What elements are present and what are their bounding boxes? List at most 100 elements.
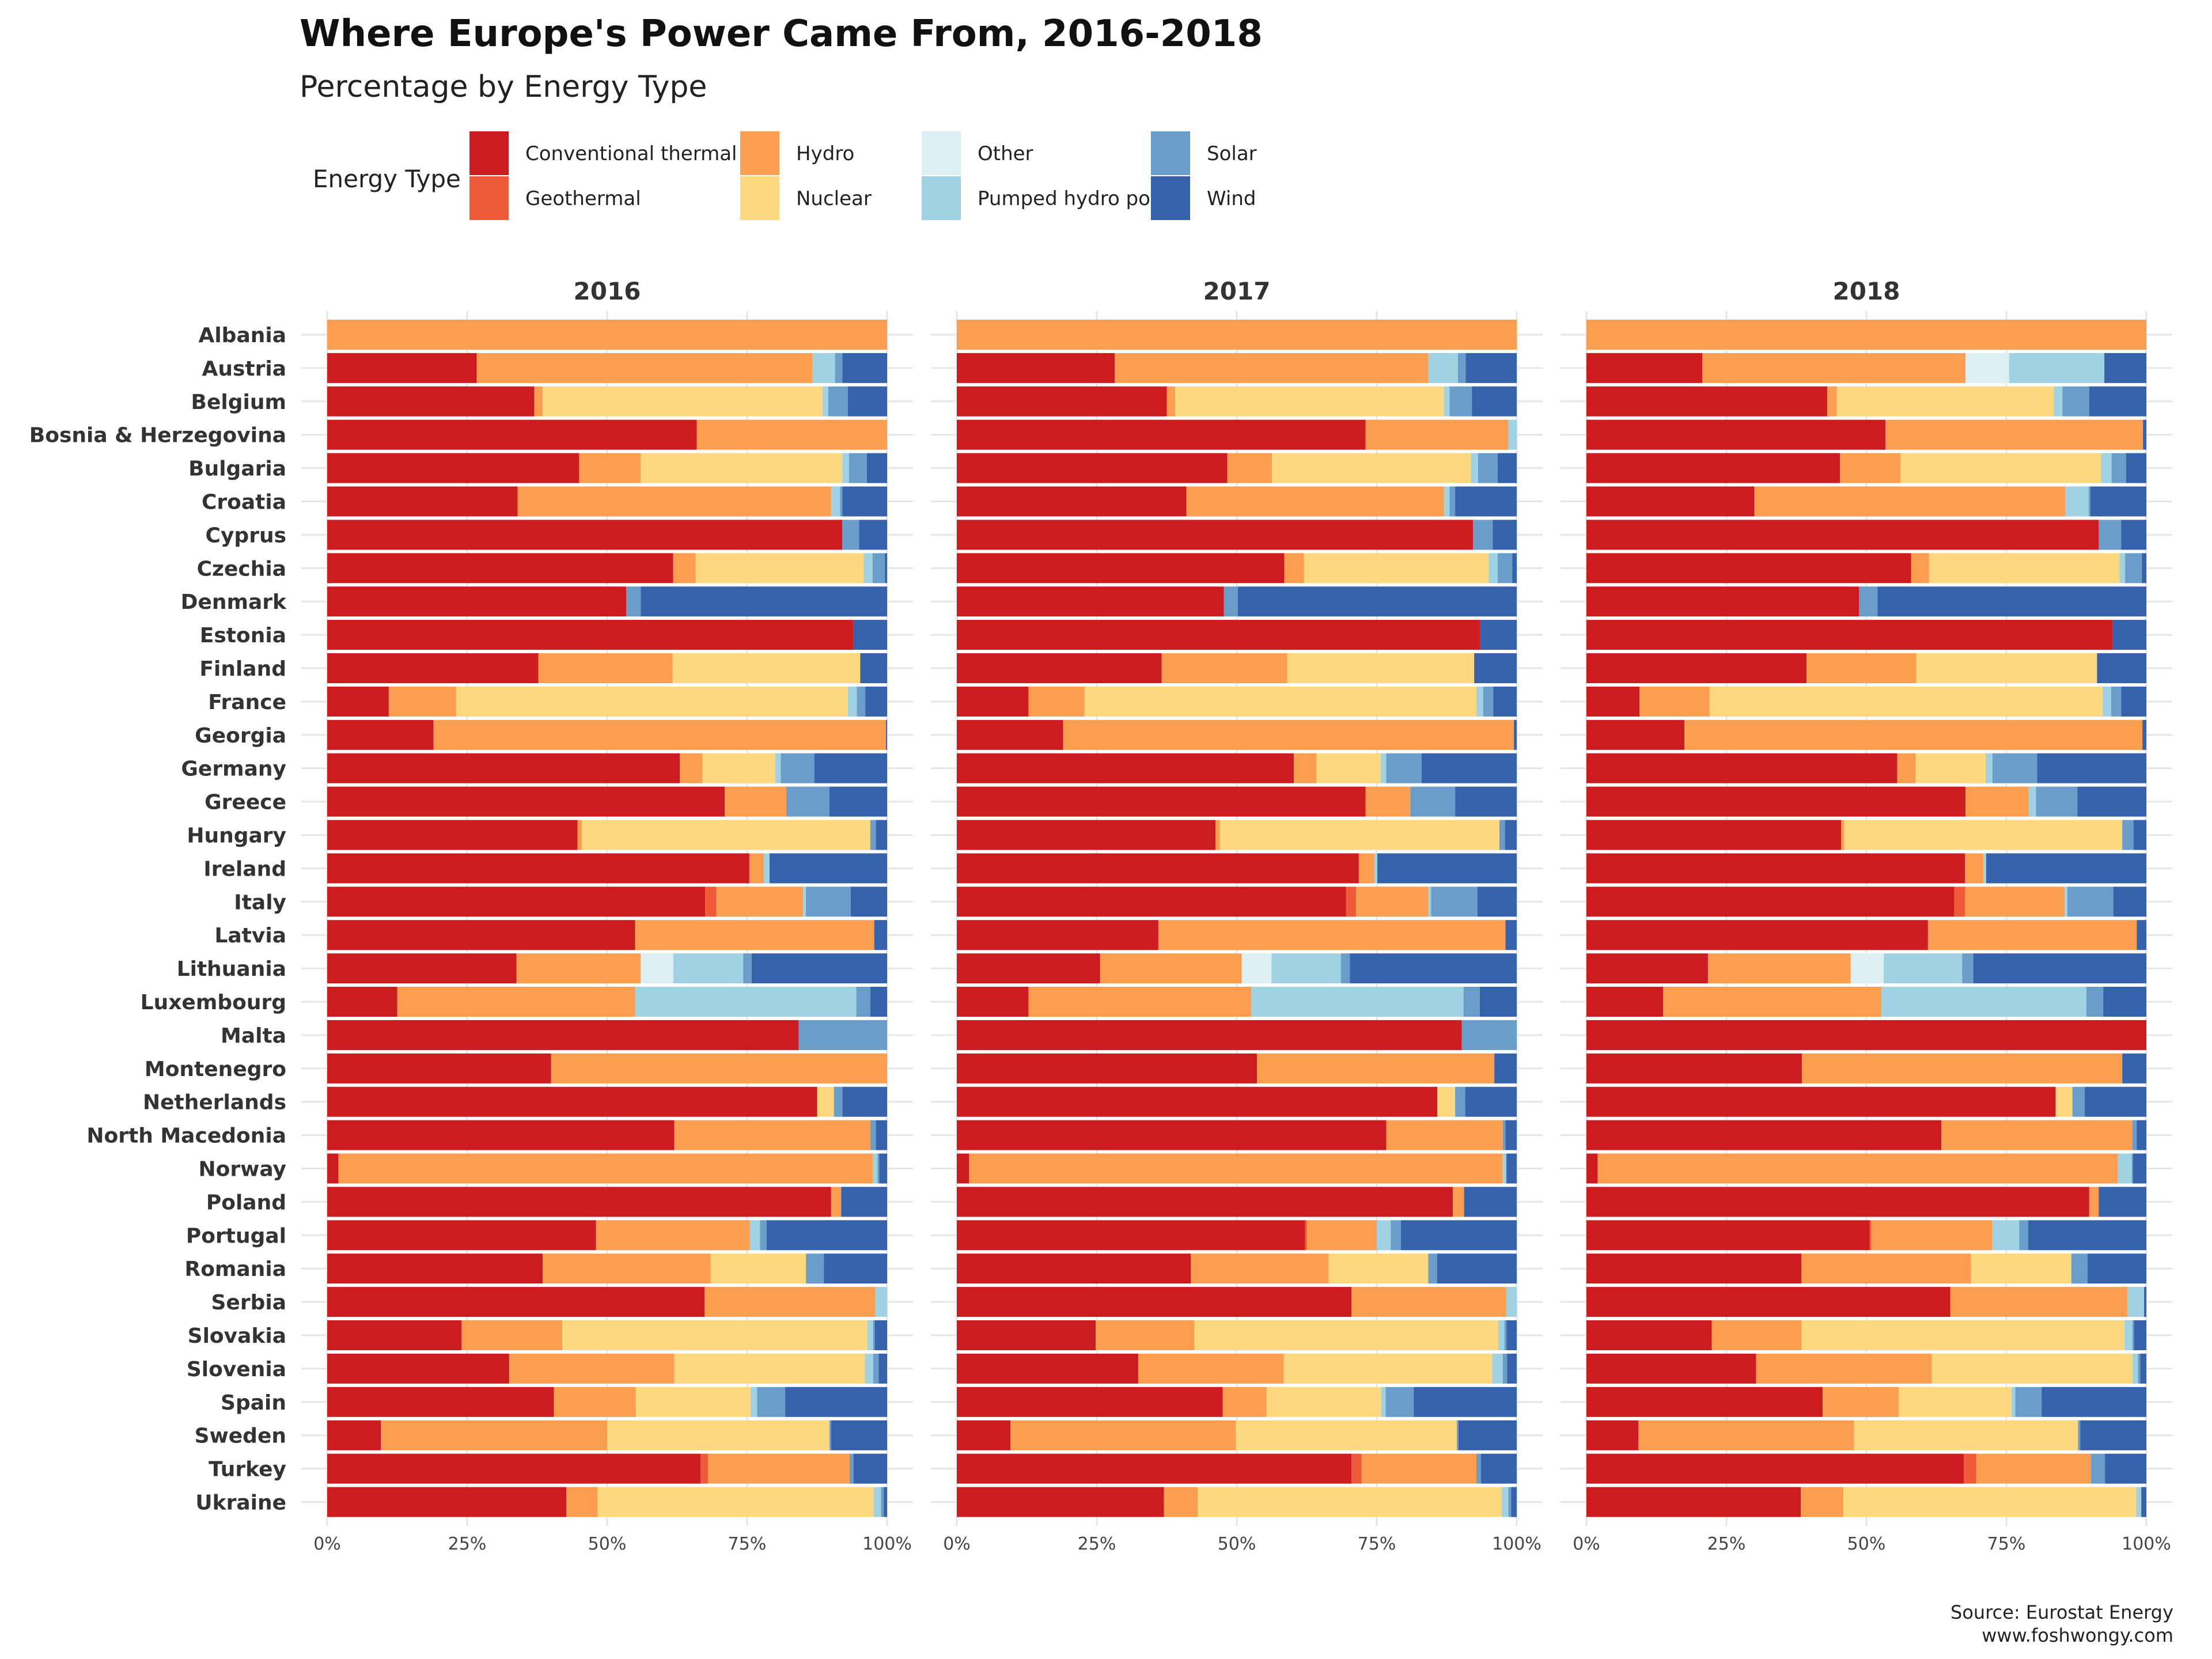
bar-segment-wind [1505, 820, 1517, 850]
bar-segment-conventional-thermal [327, 1086, 817, 1117]
bar-segment-conventional-thermal [957, 353, 1115, 383]
bar-latvia [1586, 920, 2146, 950]
bar-segment-solar [760, 1220, 767, 1251]
bar-austria [1586, 353, 2146, 383]
bar-segment-pumped-hydro-power [2011, 1387, 2016, 1417]
bar-segment-hydro [1365, 786, 1411, 817]
bar-luxembourg [957, 987, 1517, 1017]
bar-segment-conventional-thermal [1586, 953, 1708, 984]
bar-segment-wind [2142, 553, 2146, 584]
bar-segment-hydro [579, 453, 641, 483]
bar-sweden [1586, 1420, 2146, 1450]
bar-segment-solar [835, 353, 843, 383]
x-tick-label: 50% [588, 1534, 627, 1554]
bar-segment-pumped-hydro-power [867, 1320, 873, 1350]
bar-segment-pumped-hydro-power [2103, 686, 2111, 717]
bar-segment-pumped-hydro-power [1377, 1220, 1391, 1251]
x-axis-ticks: 0% 25% 50% 75% 100% [1573, 1534, 2171, 1554]
bar-montenegro [1586, 1053, 2146, 1084]
bar-segment-conventional-thermal [1586, 1253, 1802, 1284]
bar-segment-solar [1473, 520, 1493, 550]
bar-segment-solar [2015, 1387, 2042, 1417]
bar-segment-wind [829, 786, 887, 817]
bar-segment-hydro [1358, 853, 1375, 884]
bar-segment-wind [874, 1320, 887, 1350]
bar-bulgaria [327, 453, 887, 483]
bar-segment-hydro [749, 853, 764, 884]
bar-segment-hydro [1885, 419, 2143, 450]
bar-segment-wind [876, 1120, 887, 1150]
bar-segment-wind [1505, 1120, 1517, 1150]
bar-segment-wind [2126, 453, 2146, 483]
bar-latvia [957, 920, 1517, 950]
bar-turkey [1586, 1453, 2146, 1484]
bar-segment-wind [842, 486, 887, 517]
bar-segment-nuclear [1900, 453, 2101, 483]
bar-segment-solar [2138, 1353, 2141, 1384]
bar-segment-wind [1350, 953, 1517, 984]
bar-portugal [327, 1220, 887, 1251]
bar-segment-wind [2090, 486, 2146, 517]
bar-segment-conventional-thermal [957, 1220, 1305, 1251]
bar-luxembourg [1586, 987, 2146, 1017]
bar-segment-solar [1476, 1453, 1481, 1484]
bar-segment-solar [1483, 686, 1494, 717]
bar-segment-wind [885, 553, 887, 584]
bar-netherlands [957, 1086, 1517, 1117]
bar-segment-solar [2132, 1120, 2137, 1150]
bar-segment-conventional-thermal [957, 453, 1228, 483]
bar-segment-conventional-thermal [327, 1253, 543, 1284]
bar-belgium [957, 386, 1517, 416]
bar-bosnia-and-herzegovina [327, 419, 887, 450]
bar-segment-pumped-hydro-power [2136, 1487, 2142, 1517]
bar-segment-pumped-hydro-power [803, 887, 806, 917]
bar-spain [1586, 1387, 2146, 1417]
x-tick-label: 0% [943, 1534, 971, 1554]
bar-segment-conventional-thermal [957, 1120, 1387, 1150]
caption: Source: Eurostat Energy www.foshwongy.co… [1950, 1601, 2173, 1646]
bar-segment-hydro [551, 1053, 887, 1084]
bar-segment-hydro [673, 553, 696, 584]
bar-cyprus [1586, 520, 2146, 550]
bar-segment-conventional-thermal [1586, 1353, 1756, 1384]
bar-segment-pumped-hydro-power [2065, 887, 2067, 917]
bar-segment-geothermal [1346, 887, 1357, 917]
bar-segment-hydro [1356, 887, 1429, 917]
bar-segment-hydro [1186, 486, 1444, 517]
bar-segment-nuclear [702, 753, 775, 783]
bar-segment-geothermal [1964, 1453, 1976, 1484]
bar-segment-conventional-thermal [327, 1020, 799, 1050]
bar-segment-solar [849, 1453, 854, 1484]
country-label-bosnia-and-herzegovina: Bosnia & Herzegovina [29, 424, 286, 448]
bar-segment-hydro [1096, 1320, 1195, 1350]
bar-segment-wind [2087, 1253, 2146, 1284]
bar-segment-conventional-thermal [957, 1053, 1257, 1084]
legend-swatch-nuclear [740, 176, 779, 220]
bar-segment-wind [831, 1420, 887, 1450]
bar-segment-wind [1480, 620, 1517, 650]
bar-segment-pumped-hydro-power [1986, 753, 1993, 783]
bar-segment-hydro [1663, 987, 1882, 1017]
bar-segment-hydro [1386, 1120, 1503, 1150]
bar-segment-pumped-hydro-power [2054, 386, 2063, 416]
bar-ukraine [1586, 1487, 2146, 1517]
bar-segment-conventional-thermal [957, 853, 1359, 884]
bar-czechia [327, 553, 887, 584]
bar-segment-conventional-thermal [1586, 520, 2099, 550]
legend-label-geothermal: Geothermal [525, 187, 641, 210]
bar-segment-conventional-thermal [957, 620, 1480, 650]
bar-segment-wind [1465, 353, 1517, 383]
bar-segment-wind [1506, 1320, 1517, 1350]
bar-segment-nuclear [1304, 553, 1489, 584]
bar-segment-conventional-thermal [1586, 386, 1827, 416]
bar-luxembourg [327, 987, 887, 1017]
bar-serbia [957, 1287, 1517, 1317]
bar-segment-solar [1386, 753, 1422, 783]
bar-denmark [957, 586, 1517, 617]
bar-segment-wind [1377, 853, 1517, 884]
bar-segment-pumped-hydro-power [1271, 953, 1341, 984]
x-tick-label: 25% [448, 1534, 487, 1554]
bar-finland [1586, 653, 2146, 683]
bar-segment-pumped-hydro-power [875, 1287, 887, 1317]
